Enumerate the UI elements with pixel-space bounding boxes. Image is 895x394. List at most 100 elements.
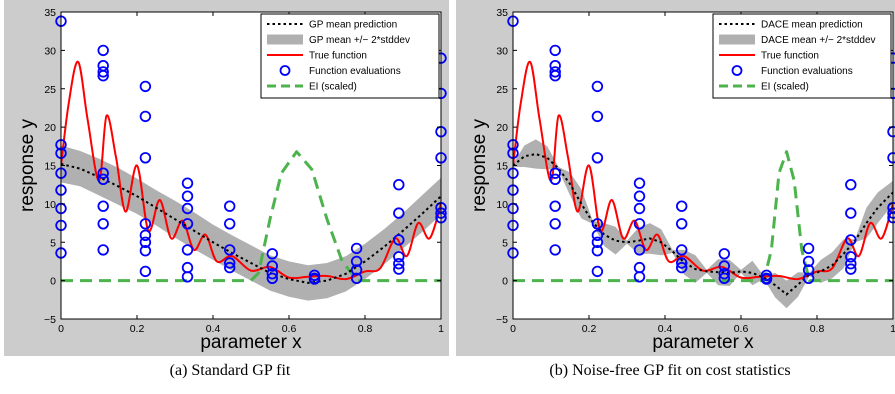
- evaluation-point: [549, 44, 561, 57]
- evaluation-point: [181, 190, 194, 202]
- evaluation-point: [393, 258, 405, 270]
- evaluation-point: [350, 255, 363, 268]
- evaluation-point: [591, 80, 604, 93]
- y-tick-label: 10: [44, 199, 56, 211]
- x-tick-label: 0.2: [130, 323, 145, 335]
- evaluation-point: [139, 265, 152, 278]
- y-tick-label: 25: [496, 84, 508, 96]
- evaluation-point: [223, 257, 236, 269]
- evaluation-point: [802, 272, 815, 285]
- x-tick-label: 0.2: [582, 323, 597, 335]
- evaluation-point: [591, 229, 604, 242]
- legend-label: DACE mean prediction: [761, 20, 863, 31]
- evaluation-point: [591, 236, 604, 249]
- evaluation-point: [266, 260, 279, 272]
- evaluation-point: [393, 207, 405, 219]
- y-tick-label: 30: [44, 45, 56, 57]
- evaluation-point: [181, 271, 194, 283]
- evaluation-point: [591, 265, 604, 278]
- legend-label: True function: [309, 51, 367, 62]
- evaluation-point: [393, 263, 405, 275]
- evaluation-point: [97, 66, 109, 78]
- legend-label: EI (scaled): [761, 82, 809, 93]
- evaluation-point: [845, 251, 857, 263]
- y-tick-label: −5: [44, 314, 56, 326]
- evaluation-point: [549, 173, 561, 186]
- ei-line: [513, 150, 893, 283]
- evaluation-point: [97, 167, 109, 179]
- y-tick-label: 10: [496, 199, 508, 211]
- x-tick-label: 0.8: [358, 323, 373, 335]
- evaluation-point: [718, 248, 731, 260]
- evaluation-point: [350, 272, 363, 285]
- evaluation-point: [139, 244, 152, 257]
- y-tick-label: 15: [496, 161, 508, 173]
- uncertainty-band: [513, 139, 893, 309]
- x-axis-label: parameter x: [652, 332, 754, 353]
- evaluation-point: [591, 218, 604, 230]
- evaluation-point: [676, 200, 688, 212]
- evaluation-point: [549, 167, 561, 179]
- evaluation-point: [139, 229, 152, 242]
- evaluation-point: [760, 273, 773, 285]
- evaluation-point: [591, 152, 604, 164]
- evaluation-point: [350, 264, 363, 276]
- true-function-line: [513, 60, 893, 281]
- legend-swatch: [719, 34, 755, 45]
- evaluation-point: [718, 260, 731, 272]
- y-tick-label: 35: [496, 7, 508, 19]
- evaluation-point: [97, 200, 109, 212]
- evaluation-point: [393, 251, 405, 263]
- evaluation-point: [97, 244, 109, 256]
- evaluation-point: [308, 273, 321, 285]
- y-axis-label: response y: [17, 119, 38, 212]
- legend-label: Function evaluations: [761, 66, 853, 77]
- y-tick-label: 5: [50, 237, 56, 249]
- evaluation-point: [845, 263, 857, 275]
- evaluation-point: [591, 110, 604, 123]
- uncertainty-band: [61, 145, 441, 301]
- chart-panel-1: 0 0.2 0.4 0.6 0.8 1−505101520253035parameter …: [4, 0, 449, 356]
- evaluation-point: [802, 242, 815, 255]
- y-tick-label: −5: [496, 314, 508, 326]
- evaluation-point: [393, 234, 405, 246]
- evaluation-point: [266, 248, 279, 260]
- evaluation-point: [633, 202, 646, 215]
- evaluation-point: [549, 200, 561, 212]
- y-tick-label: 20: [496, 122, 508, 134]
- legend-label: True function: [761, 51, 819, 62]
- evaluation-point: [676, 261, 688, 274]
- y-tick-label: 0: [502, 276, 508, 288]
- evaluation-point: [97, 69, 109, 82]
- x-tick-label: 1: [890, 323, 895, 335]
- x-tick-label: 0: [510, 323, 516, 335]
- evaluation-point: [223, 200, 236, 212]
- evaluation-point: [181, 177, 194, 189]
- evaluation-point: [549, 218, 561, 230]
- true-function-line: [61, 60, 441, 281]
- y-axis-label: response y: [469, 119, 490, 212]
- evaluation-point: [591, 244, 604, 257]
- evaluation-point: [633, 190, 646, 202]
- x-tick-label: 0.6: [734, 323, 749, 335]
- legend-swatch: [731, 65, 743, 76]
- evaluation-point: [139, 218, 152, 230]
- evaluation-point: [266, 268, 279, 280]
- y-tick-label: 35: [44, 7, 56, 19]
- y-tick-label: 30: [496, 45, 508, 57]
- evaluation-point: [633, 177, 646, 189]
- evaluation-point: [845, 258, 857, 270]
- legend-label: Function evaluations: [309, 66, 401, 77]
- evaluation-point: [845, 234, 857, 246]
- evaluation-point: [181, 218, 194, 230]
- x-tick-label: 1: [438, 323, 444, 335]
- evaluation-point: [139, 152, 152, 164]
- caption-left: (a) Standard GP fit: [169, 362, 291, 379]
- evaluation-point: [97, 44, 109, 57]
- legend-swatch: [267, 34, 303, 45]
- evaluation-point: [676, 257, 688, 269]
- x-axis-label: parameter x: [200, 332, 302, 353]
- caption-right: (b) Noise-free GP fit on cost statistics: [549, 362, 791, 379]
- evaluation-point: [393, 178, 405, 191]
